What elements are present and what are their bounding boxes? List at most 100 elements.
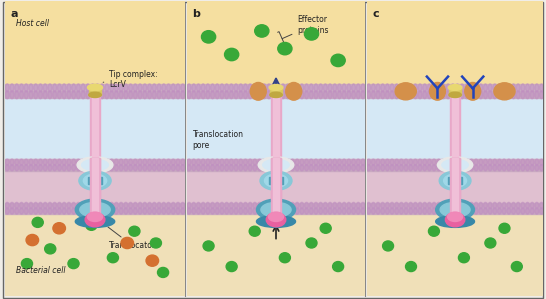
Ellipse shape: [309, 165, 313, 171]
Ellipse shape: [497, 91, 501, 99]
Ellipse shape: [465, 202, 468, 208]
Ellipse shape: [314, 159, 318, 165]
Ellipse shape: [286, 159, 290, 165]
Ellipse shape: [201, 202, 205, 208]
Ellipse shape: [367, 91, 371, 99]
Ellipse shape: [535, 208, 539, 214]
Ellipse shape: [484, 202, 488, 208]
Ellipse shape: [432, 165, 436, 171]
Ellipse shape: [24, 208, 28, 214]
Ellipse shape: [34, 165, 38, 171]
Ellipse shape: [171, 84, 175, 92]
Ellipse shape: [262, 91, 266, 99]
Bar: [273, 158, 279, 223]
Ellipse shape: [502, 91, 506, 99]
Ellipse shape: [539, 165, 543, 171]
Ellipse shape: [323, 84, 327, 92]
Ellipse shape: [197, 159, 200, 165]
Ellipse shape: [479, 84, 483, 92]
Ellipse shape: [129, 226, 140, 236]
Ellipse shape: [286, 91, 290, 99]
Ellipse shape: [432, 202, 436, 208]
Bar: [5, 214, 185, 296]
Text: b: b: [193, 9, 200, 19]
Ellipse shape: [96, 84, 99, 92]
Ellipse shape: [361, 159, 365, 165]
Ellipse shape: [129, 165, 133, 171]
Bar: [187, 203, 365, 208]
Ellipse shape: [371, 165, 375, 171]
Bar: [92, 158, 98, 172]
Ellipse shape: [485, 238, 496, 248]
Ellipse shape: [300, 84, 304, 92]
Bar: [367, 214, 543, 296]
Ellipse shape: [437, 165, 441, 171]
Ellipse shape: [38, 159, 43, 165]
Ellipse shape: [530, 165, 534, 171]
Ellipse shape: [86, 208, 90, 214]
Ellipse shape: [470, 91, 473, 99]
Ellipse shape: [488, 165, 492, 171]
Ellipse shape: [138, 84, 142, 92]
Ellipse shape: [347, 159, 351, 165]
Ellipse shape: [206, 159, 210, 165]
Ellipse shape: [133, 84, 137, 92]
Ellipse shape: [152, 165, 156, 171]
Ellipse shape: [48, 159, 52, 165]
Ellipse shape: [337, 159, 341, 165]
Ellipse shape: [72, 208, 76, 214]
Ellipse shape: [357, 159, 360, 165]
Ellipse shape: [229, 84, 233, 92]
Ellipse shape: [295, 165, 299, 171]
Ellipse shape: [257, 216, 295, 227]
Bar: [5, 159, 185, 214]
Ellipse shape: [530, 91, 534, 99]
Ellipse shape: [201, 208, 205, 214]
Ellipse shape: [323, 159, 327, 165]
Ellipse shape: [286, 208, 290, 214]
Ellipse shape: [211, 208, 215, 214]
Ellipse shape: [220, 91, 224, 99]
Ellipse shape: [361, 165, 365, 171]
Ellipse shape: [262, 165, 266, 171]
Ellipse shape: [423, 202, 426, 208]
Ellipse shape: [442, 202, 446, 208]
Ellipse shape: [100, 202, 104, 208]
Ellipse shape: [446, 202, 450, 208]
Ellipse shape: [53, 223, 66, 234]
Bar: [271, 95, 281, 217]
Ellipse shape: [129, 159, 133, 165]
Ellipse shape: [48, 165, 52, 171]
Ellipse shape: [253, 202, 257, 208]
Ellipse shape: [167, 202, 170, 208]
Ellipse shape: [124, 165, 128, 171]
Ellipse shape: [201, 159, 205, 165]
Ellipse shape: [437, 202, 441, 208]
Ellipse shape: [448, 212, 462, 222]
Ellipse shape: [465, 83, 480, 100]
Bar: [452, 95, 458, 217]
Ellipse shape: [162, 159, 166, 165]
Ellipse shape: [181, 159, 185, 165]
Ellipse shape: [295, 91, 299, 99]
Ellipse shape: [479, 202, 483, 208]
Ellipse shape: [442, 208, 446, 214]
Ellipse shape: [409, 208, 413, 214]
Ellipse shape: [220, 159, 224, 165]
Ellipse shape: [114, 208, 118, 214]
Ellipse shape: [5, 91, 9, 99]
Ellipse shape: [48, 91, 52, 99]
Ellipse shape: [215, 208, 219, 214]
Ellipse shape: [239, 159, 243, 165]
Ellipse shape: [404, 165, 408, 171]
Ellipse shape: [84, 174, 106, 187]
Ellipse shape: [385, 202, 389, 208]
Ellipse shape: [286, 165, 290, 171]
Ellipse shape: [138, 159, 142, 165]
Ellipse shape: [512, 159, 515, 165]
Ellipse shape: [502, 202, 506, 208]
Ellipse shape: [451, 202, 455, 208]
Ellipse shape: [286, 83, 302, 100]
Ellipse shape: [337, 208, 341, 214]
Ellipse shape: [157, 159, 161, 165]
